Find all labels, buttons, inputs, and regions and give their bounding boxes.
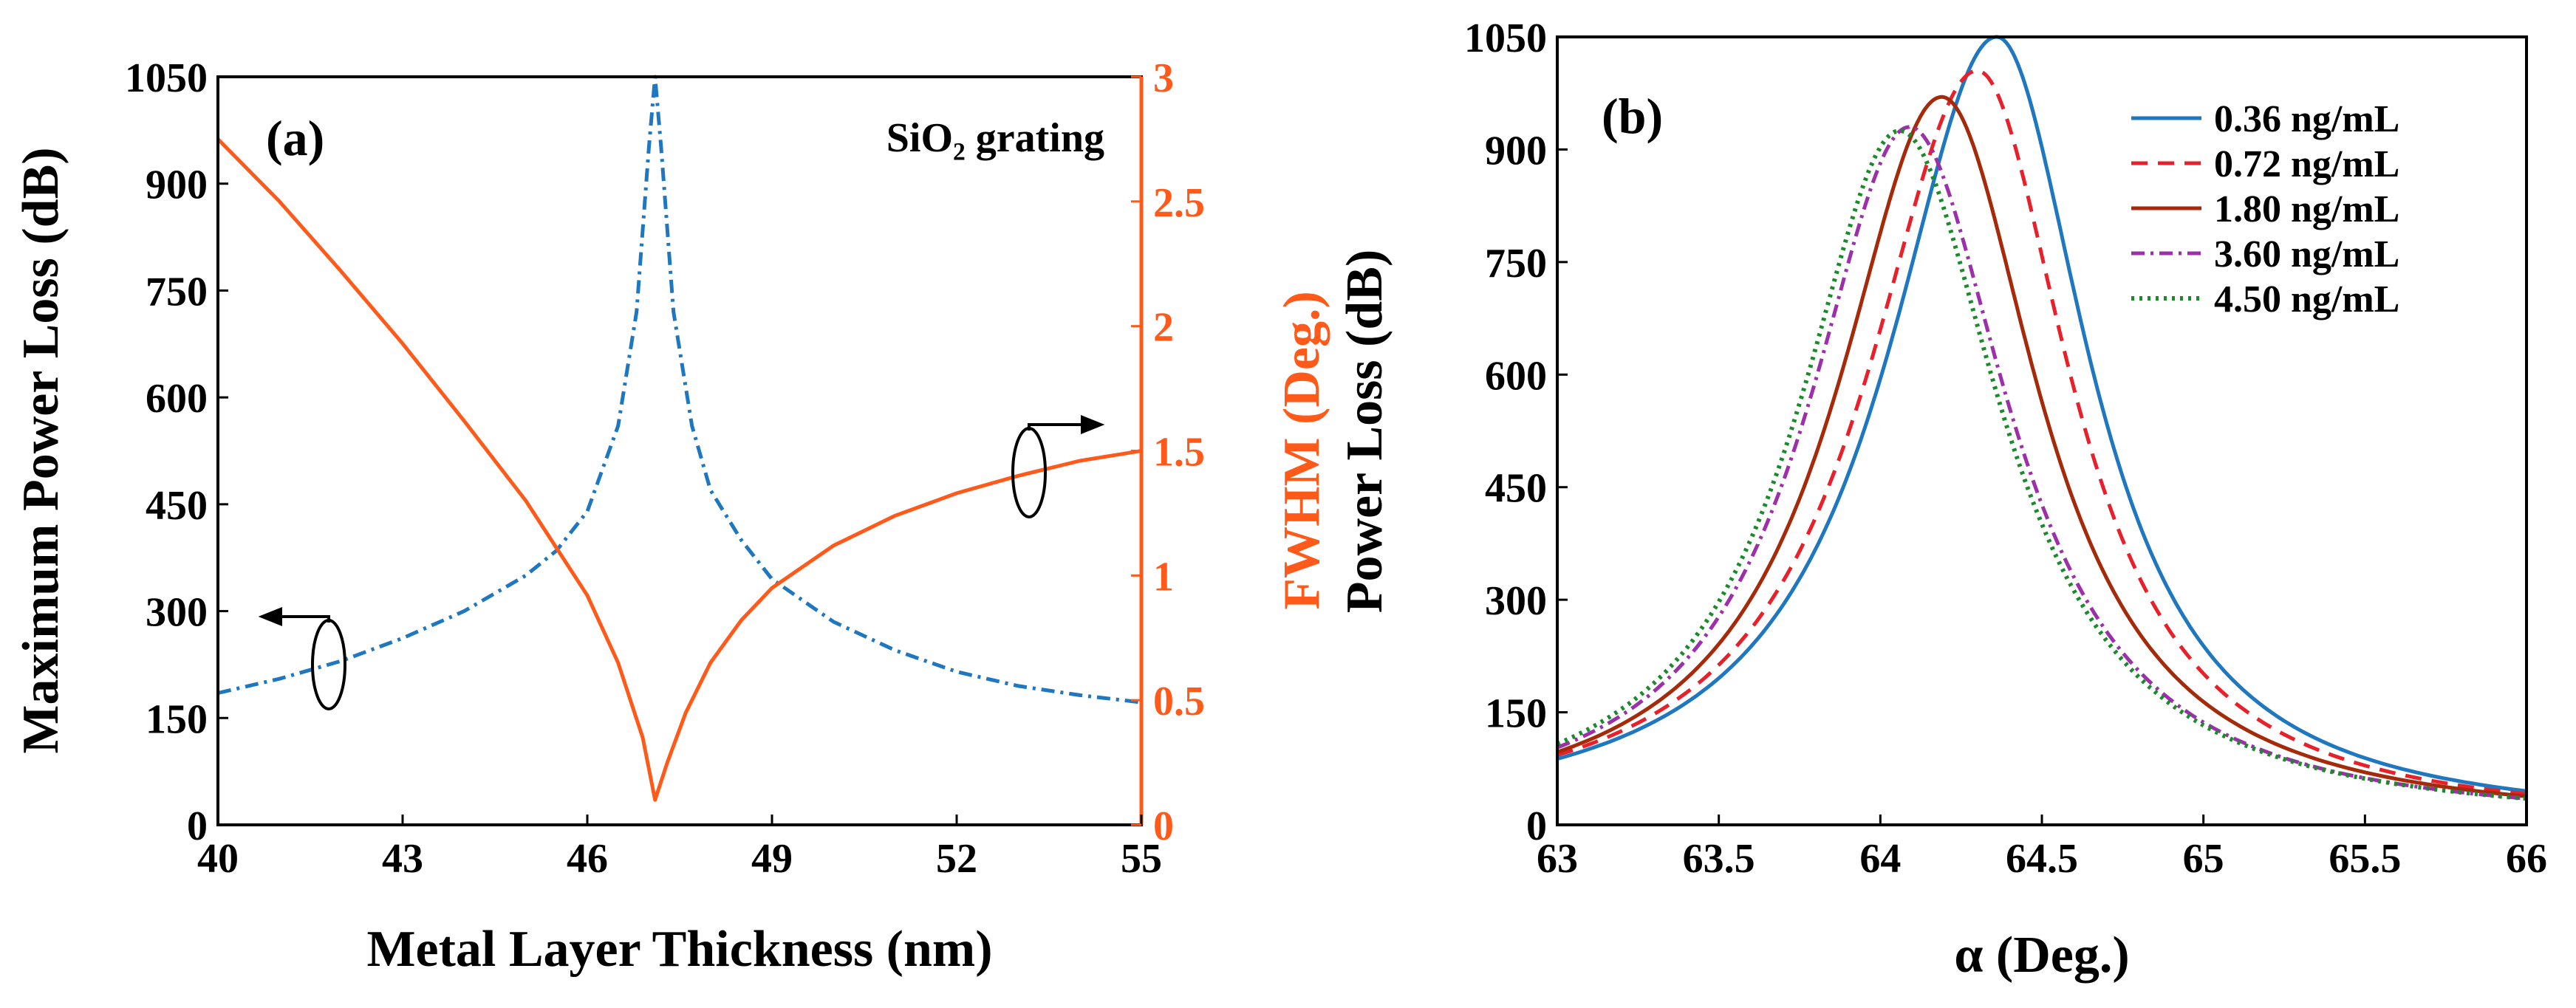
- y-tick-label: 0: [1526, 803, 1547, 849]
- x-tick-label: 65.5: [2329, 836, 2401, 882]
- max-power-loss-series-line: [217, 75, 1142, 704]
- y2-tick-label: 0.5: [1153, 679, 1205, 724]
- panel-b: 63 63.5 64 64.5 65 65.5 66 0 150 300 450 600 750 900 1…: [1336, 16, 2547, 984]
- series-line-2: [1557, 69, 2527, 796]
- legend-label-3: 1.80 ng/mL: [2214, 188, 2399, 230]
- legend-label-2: 0.72 ng/mL: [2214, 143, 2399, 185]
- y-tick-label: 900: [146, 162, 208, 208]
- x-tick-label: 55: [1121, 836, 1162, 882]
- panel-b-legend: 0.36 ng/mL0.72 ng/mL1.80 ng/mL3.60 ng/mL…: [2131, 98, 2399, 320]
- x-tick-label: 64.5: [2006, 836, 2078, 882]
- x-tick-label: 43: [382, 836, 423, 882]
- x-tick-label: 63: [1537, 836, 1578, 882]
- y-tick-label: 300: [1485, 578, 1547, 624]
- panel-a-y-axis-label: Maximum Power Loss (dB): [13, 147, 69, 753]
- y-tick-label: 1050: [1464, 16, 1547, 61]
- y-tick-label: 150: [146, 696, 208, 742]
- sio2-grating-annotation: SiO₂ grating: [886, 115, 1104, 161]
- x-tick-label: 65: [2183, 836, 2224, 882]
- y2-tick-label: 2.5: [1153, 180, 1205, 226]
- legend-label-4: 3.60 ng/mL: [2214, 233, 2399, 275]
- y-tick-label: 750: [146, 269, 208, 315]
- x-tick-label: 64: [1859, 836, 1901, 882]
- y-tick-label: 0: [187, 803, 208, 849]
- y-tick-label: 750: [1485, 241, 1547, 287]
- panel-a: 40 43 46 49 52 550150300450600750900105000.51…: [13, 55, 1330, 978]
- series-line-5: [1556, 128, 2527, 801]
- y2-tick-label: 0: [1153, 803, 1174, 849]
- y-tick-label: 900: [1485, 128, 1547, 174]
- legend-label-5: 4.50 ng/mL: [2214, 278, 2399, 320]
- fwhm-series-line: [216, 137, 1142, 802]
- series-line-3: [1557, 95, 2527, 798]
- y-tick-label: 600: [1485, 353, 1547, 399]
- y-tick-label: 150: [1485, 691, 1547, 737]
- x-tick-label: 66: [2506, 836, 2547, 882]
- x-tick-label: 49: [751, 836, 793, 882]
- panel-a-y2-axis-label: FWHM (Deg.): [1274, 291, 1330, 610]
- x-tick-label: 40: [197, 836, 239, 882]
- legend-label-1: 0.36 ng/mL: [2214, 98, 2399, 140]
- y-tick-label: 450: [146, 483, 208, 529]
- y-tick-label: 450: [1485, 466, 1547, 512]
- x-tick-label: 46: [567, 836, 608, 882]
- x-tick-label: 63.5: [1683, 836, 1755, 882]
- y-tick-label: 300: [146, 590, 208, 636]
- y2-tick-label: 3: [1153, 55, 1174, 101]
- panel-b-x-axis-label: α (Deg.): [1954, 927, 2129, 984]
- x-tick-label: 52: [936, 836, 977, 882]
- panel-b-label: (b): [1602, 88, 1663, 144]
- panel-b-y-axis-label: Power Loss (dB): [1336, 250, 1393, 614]
- series-line-4: [1557, 125, 2527, 800]
- y2-tick-label: 2: [1153, 305, 1174, 351]
- loss-axis-indicator-icon: [258, 607, 346, 710]
- y2-tick-label: 1: [1153, 554, 1174, 600]
- y-tick-label: 1050: [125, 55, 208, 101]
- panel-a-label: (a): [266, 110, 324, 166]
- y2-tick-label: 1.5: [1153, 430, 1205, 476]
- y-tick-label: 600: [146, 376, 208, 422]
- panel-a-plot-frame: [216, 75, 1143, 826]
- fwhm-axis-indicator-icon: [1011, 415, 1105, 518]
- panel-a-x-axis-label: Metal Layer Thickness (nm): [366, 921, 992, 978]
